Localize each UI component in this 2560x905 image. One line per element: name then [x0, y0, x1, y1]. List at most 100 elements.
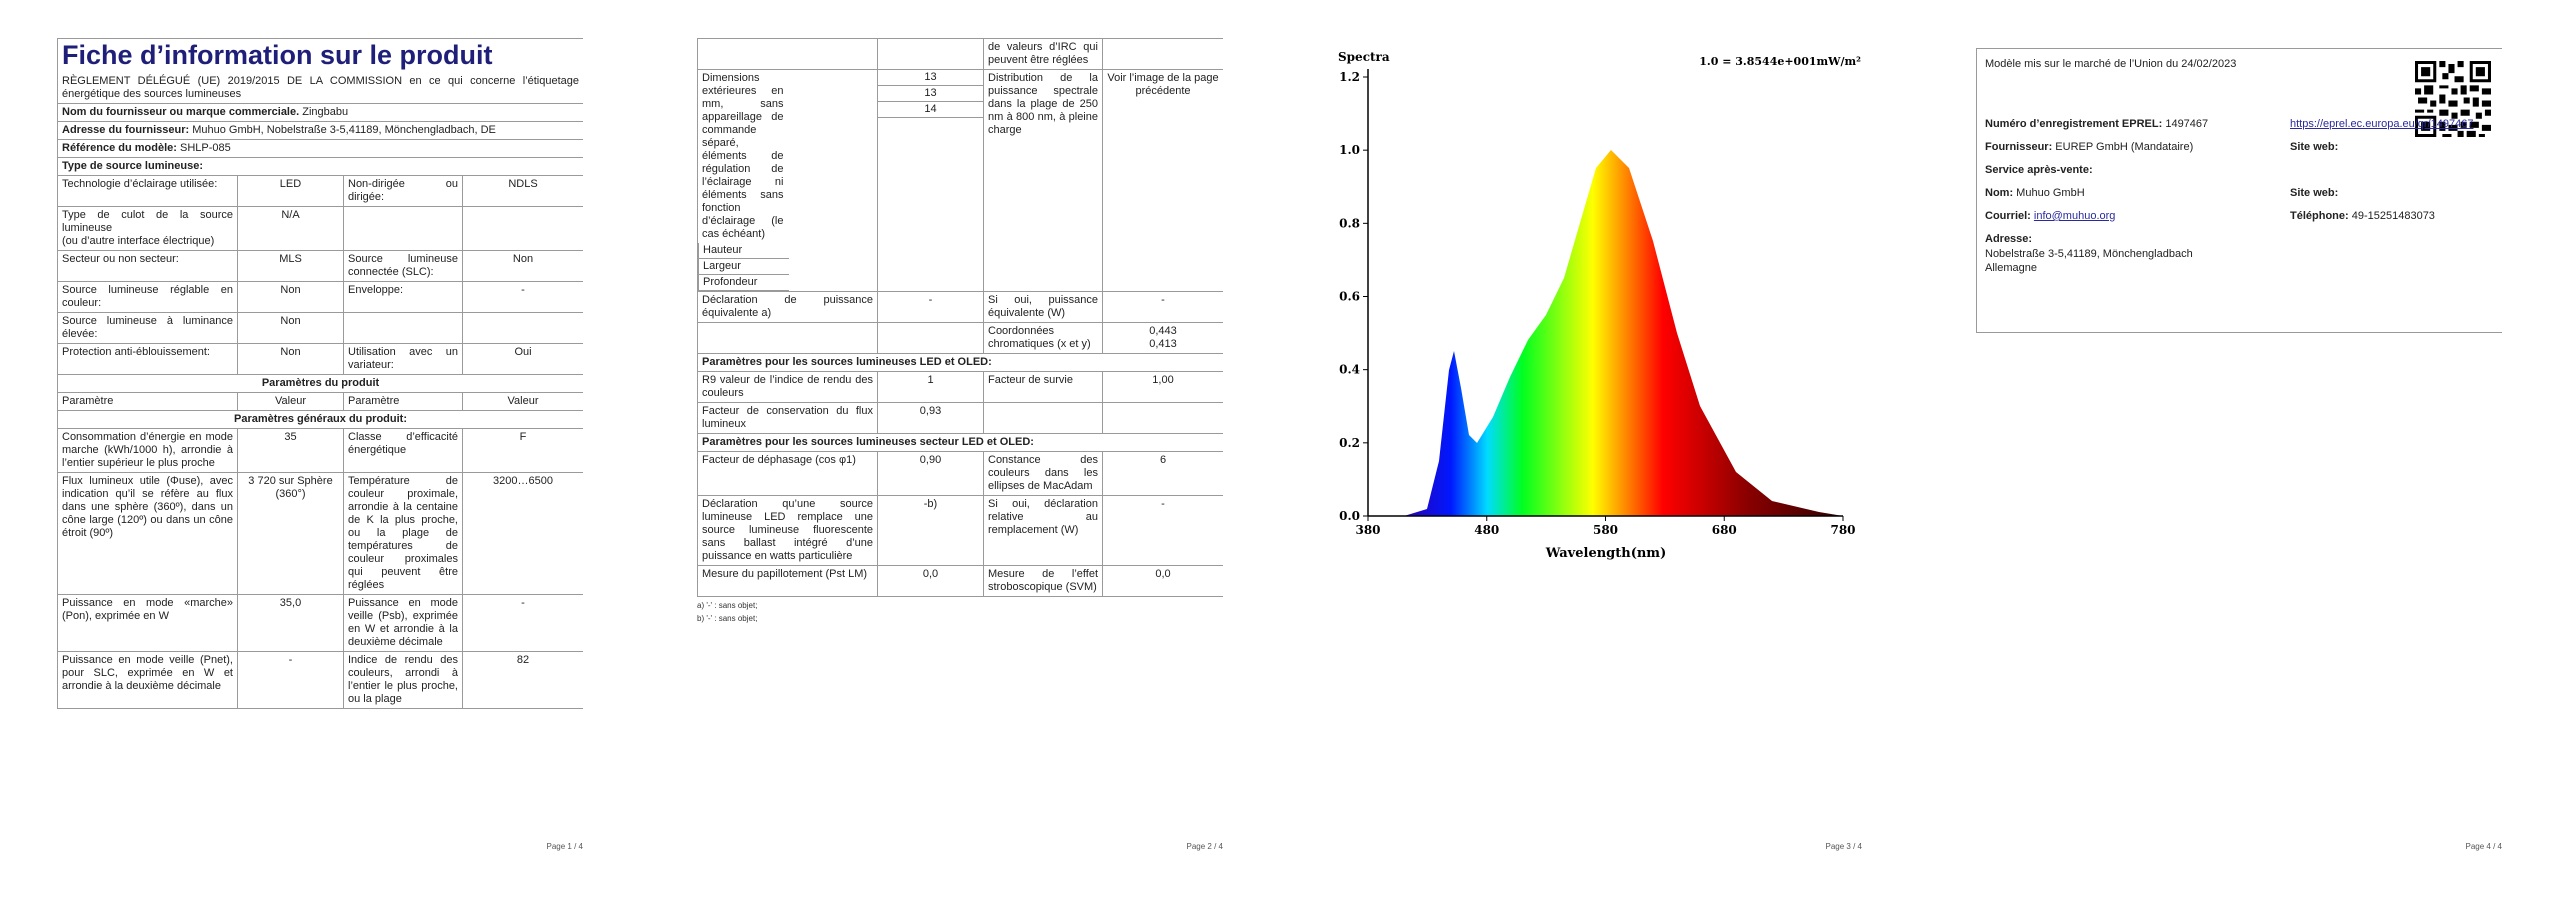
table-cell: - — [237, 651, 344, 709]
figure-title: Spectra — [1338, 50, 1390, 64]
table-row: Référence du modèle: SHLP-085 — [57, 139, 583, 158]
table-cell: Flux lumineux utile (Φuse), avec indicat… — [57, 472, 238, 595]
field-value: SHLP-085 — [179, 142, 231, 154]
field-label: Référence du modèle: — [62, 142, 177, 154]
field-label: Service après-vente: — [1985, 164, 2093, 176]
table-cell: 6 — [1102, 451, 1223, 496]
table-cell: -b) — [877, 495, 984, 566]
table-cell: Facteur de survie — [983, 371, 1103, 403]
table-cell: MLS — [237, 250, 344, 282]
dimension-value: 13 — [878, 86, 983, 102]
table-cell — [343, 206, 463, 251]
info-rows: Numéro d’enregistrement EPREL: 1497467 ht… — [1977, 117, 2502, 275]
table-body: de valeurs d’IRC qui peuvent être réglée… — [697, 38, 1223, 597]
info-item: Téléphone: 49-15251483073 — [2290, 209, 2475, 223]
x-axis-label: Wavelength(nm) — [1545, 546, 1666, 561]
spectrum-area — [1404, 150, 1843, 516]
table-cell: Température de couleur proximale, arrond… — [343, 472, 463, 595]
info-item: Courriel: info@muhuo.org — [1977, 209, 2290, 223]
table-cell: 1 — [877, 371, 984, 403]
field-label: Site web: — [2290, 187, 2339, 199]
table-row: R9 valeur de l’indice de rendu des coule… — [697, 371, 1223, 403]
table-cell — [1102, 38, 1223, 70]
table-row: Nom du fournisseur ou marque commerciale… — [57, 103, 583, 122]
table-row: Mesure du papillotement (Pst LM) 0,0 Mesur… — [697, 565, 1223, 597]
table-cell: 1,00 — [1102, 371, 1223, 403]
field-label: Site web: — [2290, 141, 2339, 153]
table-row: Adresse du fournisseur: Muhuo GmbH, Nobe… — [57, 121, 583, 140]
table-cell: - — [877, 291, 984, 323]
table-cell: Secteur ou non secteur: — [57, 250, 238, 282]
table-cell: 35 — [237, 428, 344, 473]
x-tick-label: 380 — [1355, 523, 1380, 537]
table-cell: F — [461, 428, 583, 473]
info-item: Fournisseur: EUREP GmbH (Mandataire) — [1977, 140, 2290, 154]
table-row: RÈGLEMENT DÉLÉGUÉ (UE) 2019/2015 DE LA C… — [57, 73, 583, 104]
table-cell: Classe d’efficacité énergétique — [343, 428, 463, 473]
figure-note: 1.0 = 3.8544e+001mW/m² — [1699, 55, 1861, 68]
table-cell: Protection anti-éblouissement: — [57, 343, 238, 375]
table-cell: Mesure du papillotement (Pst LM) — [697, 565, 878, 597]
table-row: Paramètres pour les sources lumineuses s… — [697, 433, 1223, 452]
field-label: Adresse: — [1985, 233, 2033, 245]
link[interactable]: info@muhuo.org — [2033, 210, 2116, 222]
document-title: Fiche d’information sur le produit — [57, 38, 583, 73]
table-cell: Si oui, puissance équivalente (W) — [983, 291, 1103, 323]
table-row: Facteur de déphasage (cos φ1) 0,90 Constan… — [697, 451, 1223, 496]
table-cell: Enveloppe: — [343, 281, 463, 313]
table-cell: Oui — [461, 343, 583, 375]
cell-text: Dimensions extérieures en mm, sans appar… — [702, 72, 784, 240]
dimension-value: 14 — [878, 102, 983, 118]
y-tick-label: 0.0 — [1339, 509, 1360, 523]
table-cell: LED — [237, 175, 344, 207]
table-row: Source lumineuse réglable en couleur: Non… — [57, 281, 583, 313]
address: Nobelstraße 3-5,41189, Mönchengladbach Al… — [1977, 247, 2502, 275]
field-value: Muhuo GmbH, Nobelstraße 3-5,41189, Mönch… — [192, 124, 496, 136]
table-cell: Source lumineuse réglable en couleur: — [57, 281, 238, 313]
table-cell: NDLS — [461, 175, 583, 207]
table-cell: Indice de rendu des couleurs, arrondi à … — [343, 651, 463, 709]
y-tick-label: 0.4 — [1339, 363, 1360, 377]
table-cell: Constance des couleurs dans les ellipses… — [983, 451, 1103, 496]
table-row: Protection anti-éblouissement: Non Utilisa… — [57, 343, 583, 375]
y-tick-label: 0.2 — [1339, 436, 1360, 450]
document-subtitle: RÈGLEMENT DÉLÉGUÉ (UE) 2019/2015 DE LA C… — [57, 73, 583, 104]
table-cell: 0,0 — [1102, 565, 1223, 597]
table-cell: Déclaration qu’une source lumineuse LED … — [697, 495, 878, 566]
table-cell: - — [461, 594, 583, 652]
x-tick-label: 680 — [1712, 523, 1737, 537]
page-footer: Page 1 / 4 — [546, 842, 583, 851]
y-tick-label: 0.8 — [1339, 216, 1360, 230]
info-item: Service après-vente: — [1977, 163, 2290, 177]
table-row: Paramètres généraux du produit: — [57, 410, 583, 429]
table-cell: Distribution de la puissance spectrale d… — [983, 69, 1103, 292]
table-cell: Non — [237, 343, 344, 375]
table-row: Paramètres pour les sources lumineuses L… — [697, 353, 1223, 372]
spectrum-figure: Spectra 1.0 = 3.8544e+001mW/m² Wavelengt… — [1338, 50, 1861, 561]
table-cell: 13 13 14 — [877, 69, 984, 292]
address-line: Allemagne — [1985, 262, 2037, 274]
table-cell: Type de culot de la source lumineuse (ou … — [57, 206, 238, 251]
table-cell: Utilisation avec un variateur: — [343, 343, 463, 375]
link[interactable]: https://eprel.ec.europa.eu/qr/1497467 — [2290, 118, 2474, 130]
table-cell — [877, 322, 984, 354]
info-row: Référence du modèle: SHLP-085 — [57, 139, 583, 158]
info-item: Numéro d’enregistrement EPREL: 1497467 — [1977, 117, 2290, 131]
table-cell — [697, 322, 878, 354]
footnote: b) '-' : sans objet; — [697, 614, 758, 623]
table-cell: Valeur — [237, 392, 344, 411]
table-row: Type de culot de la source lumineuse (ou … — [57, 206, 583, 251]
info-row: Adresse du fournisseur: Muhuo GmbH, Nobe… — [57, 121, 583, 140]
table-cell: Coordonnées chromatiques (x et y) — [983, 322, 1103, 354]
page: Fiche d’information sur le produit RÈGLEM… — [57, 38, 583, 818]
info-item: Site web: — [2290, 140, 2475, 154]
table-row: Puissance en mode veille (Pnet), pour SL… — [57, 651, 583, 709]
field-value: EUREP GmbH (Mandataire) — [2055, 141, 2194, 153]
table-row: Puissance en mode «marche» (Pon), exprim… — [57, 594, 583, 652]
table-cell: Déclaration de puissance équivalente a) — [697, 291, 878, 323]
data-table: Fiche d’information sur le produit RÈGLEM… — [57, 38, 583, 709]
table-cell — [461, 206, 583, 251]
table-cell: Mesure de l’effet stroboscopique (SVM) — [983, 565, 1103, 597]
table-heading: Paramètres pour les sources lumineuses s… — [697, 433, 1223, 452]
